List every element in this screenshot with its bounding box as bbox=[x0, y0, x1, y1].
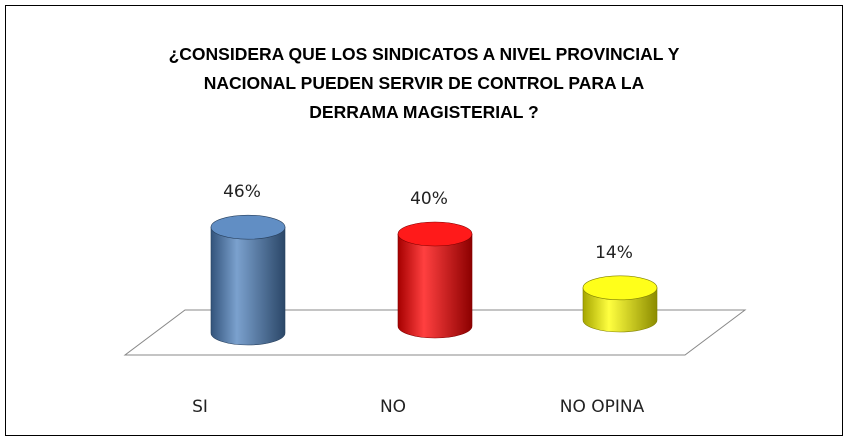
x-tick-label: NO OPINA bbox=[560, 397, 645, 417]
bar bbox=[210, 226, 286, 346]
data-label: 14% bbox=[595, 243, 633, 263]
data-label: 46% bbox=[223, 182, 261, 202]
bar-top bbox=[397, 221, 473, 247]
data-label: 40% bbox=[410, 189, 448, 209]
bar bbox=[397, 233, 473, 339]
x-tick-label: NO bbox=[380, 397, 406, 417]
chart-title: ¿CONSIDERA QUE LOS SINDICATOS A NIVEL PR… bbox=[168, 44, 680, 122]
x-tick-label: SI bbox=[192, 397, 208, 417]
bar bbox=[582, 287, 658, 333]
chart-border bbox=[5, 5, 843, 436]
bar-top bbox=[582, 275, 658, 301]
bar-top bbox=[210, 214, 286, 240]
